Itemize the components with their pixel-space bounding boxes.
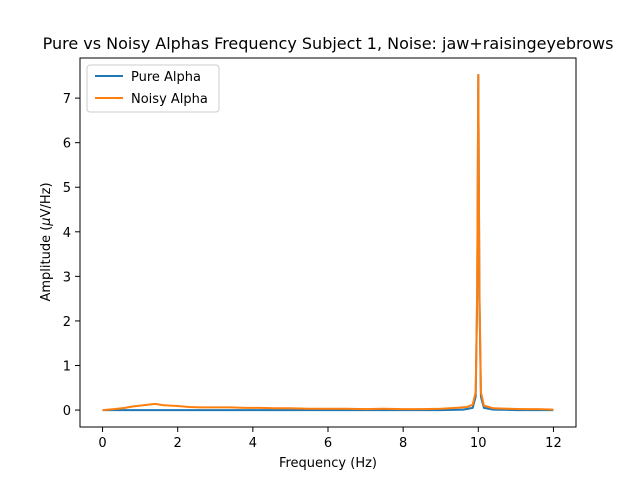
y-tick-label: 0 (63, 404, 71, 419)
y-tick-label: 6 (63, 137, 71, 152)
x-tick-label: 8 (399, 436, 407, 451)
chart-title: Pure vs Noisy Alphas Frequency Subject 1… (43, 34, 614, 53)
legend-label-noisy-alpha: Noisy Alpha (131, 92, 208, 107)
y-axis-ticks: 0 1 2 3 4 5 6 7 (63, 92, 80, 419)
series-line-noisy-alpha (102, 73, 554, 412)
y-tick-label: 1 (63, 360, 71, 375)
y-tick-label: 3 (63, 270, 71, 285)
y-axis-label: Amplitude (μV/Hz) (39, 182, 54, 301)
y-tick-label: 4 (63, 226, 71, 241)
x-tick-label: 2 (174, 436, 182, 451)
y-tick-label: 5 (63, 181, 71, 196)
y-tick-label: 7 (63, 92, 71, 107)
x-tick-label: 0 (98, 436, 106, 451)
y-axis-label-prefix: Amplitude ( (39, 226, 54, 302)
x-tick-label: 12 (545, 436, 562, 451)
y-axis-label-suffix: V/Hz) (39, 182, 54, 217)
legend-label-pure-alpha: Pure Alpha (131, 70, 201, 85)
y-tick-label: 2 (63, 315, 71, 330)
plot-area (102, 73, 554, 412)
x-tick-label: 4 (249, 436, 257, 451)
x-axis-label: Frequency (Hz) (279, 456, 377, 471)
x-tick-label: 6 (324, 436, 332, 451)
x-tick-label: 10 (470, 436, 487, 451)
y-axis-label-mu: μ (39, 217, 54, 226)
x-axis-ticks: 0 2 4 6 8 10 12 (98, 427, 562, 451)
legend: Pure Alpha Noisy Alpha (86, 64, 220, 113)
